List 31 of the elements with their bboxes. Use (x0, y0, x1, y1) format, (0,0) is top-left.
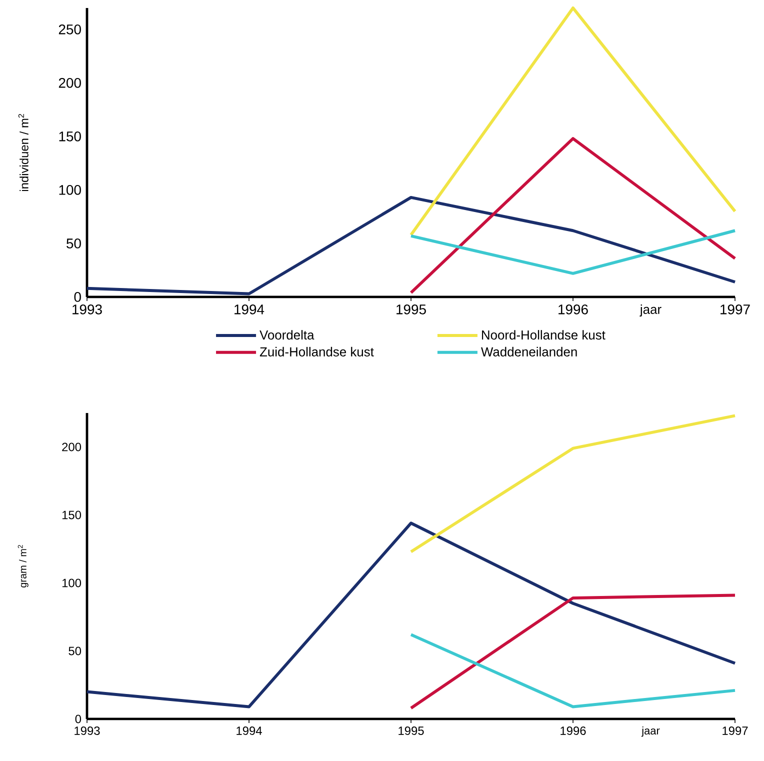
y-tick-label: 200 (62, 442, 82, 452)
y-tick-label: 50 (66, 238, 81, 248)
y-tick-label: 150 (62, 510, 82, 520)
y-tick-label: 100 (62, 578, 82, 588)
y-tick-label: 0 (75, 714, 82, 724)
line-series (86, 522, 737, 708)
x-tick-label: 1997 (722, 726, 748, 735)
x-tick-label: 1996 (560, 726, 586, 735)
x-axis-title: jaar (641, 726, 660, 737)
y-tick-label: 50 (68, 646, 82, 656)
x-tick-label: 1993 (74, 726, 100, 735)
x-tick-label: 1996 (558, 304, 588, 314)
x-tick-label: 1994 (236, 726, 262, 735)
legend-label: Waddeneilanden (481, 346, 577, 356)
y-tick-label: 0 (74, 292, 81, 302)
x-tick-label: 1995 (398, 726, 424, 735)
x-tick-label: 1997 (720, 304, 750, 314)
legend-label: Zuid-Hollandse kust (260, 346, 374, 356)
line-series (86, 196, 737, 296)
y-tick-label: 200 (58, 78, 81, 88)
x-tick-label: 1993 (72, 304, 102, 314)
x-tick-label: 1995 (396, 304, 426, 314)
y-tick-label: 100 (59, 185, 81, 195)
legend-label: Voordelta (260, 330, 314, 340)
x-tick-label: 1994 (234, 304, 264, 314)
y-axis-title: individuen / m$^{2}$ (18, 114, 28, 192)
legend-label: Noord-Hollandse kust (482, 330, 606, 340)
y-tick-label: 250 (58, 24, 81, 34)
y-tick-label: 150 (59, 131, 81, 142)
x-axis-title: jaar (640, 304, 662, 317)
y-axis-title: gram / m$^{2}$ (18, 544, 28, 588)
